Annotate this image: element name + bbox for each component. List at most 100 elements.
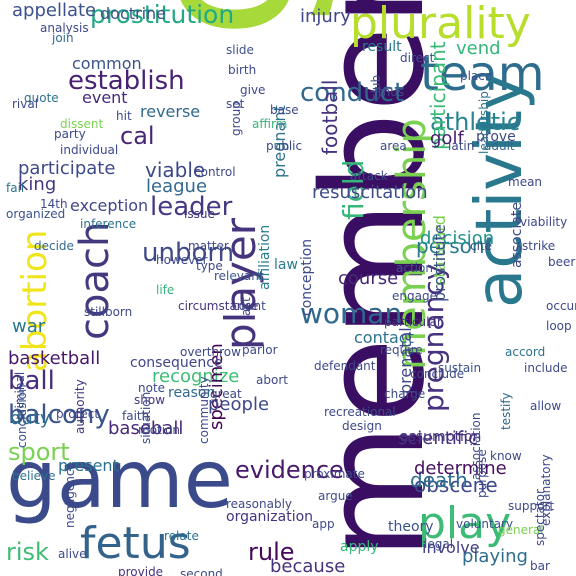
word-theory: theory (388, 519, 434, 535)
word-second: second (180, 567, 223, 576)
word-exception: exception (70, 196, 149, 215)
word-hit: hit (116, 109, 132, 123)
word-base: base (270, 103, 299, 117)
word-require: require (380, 343, 423, 357)
word-contact: contact (354, 328, 414, 347)
word-result: result (362, 39, 402, 55)
word-associate: associate (509, 201, 525, 268)
word-reverse: reverse (140, 102, 201, 121)
word-design: design (342, 419, 382, 433)
word-league: league (146, 176, 208, 197)
word-public: public (266, 139, 303, 153)
word-engage: engage (392, 289, 437, 303)
word-leadership: leadership (477, 91, 491, 154)
word-golf: golf (430, 128, 464, 149)
word-action: action (396, 261, 433, 275)
word-course: course (338, 268, 399, 289)
word-injury: injury (300, 6, 351, 27)
word-bar: bar (530, 559, 550, 573)
word-assumption: assumption (400, 429, 482, 445)
word-purpose: purpose (475, 449, 489, 498)
word-person: person (416, 234, 485, 258)
word-parlor: parlor (242, 343, 278, 357)
word-support: support (508, 499, 555, 513)
word-allow: allow (530, 399, 562, 413)
word-organization: organization (226, 509, 314, 525)
word-beer: beer (548, 255, 576, 269)
word-ball: ball (8, 366, 55, 396)
word-woman: woman (300, 297, 403, 330)
word-spectator: spectator (533, 489, 547, 546)
word-involve: involve (422, 538, 480, 557)
word-decide: decide (34, 239, 74, 253)
word-event: event (82, 88, 128, 107)
word-fail: fail (6, 181, 25, 195)
word-note: note (138, 381, 166, 395)
word-set: set (226, 97, 245, 111)
word-party: party (54, 127, 86, 141)
word-playing: playing (462, 546, 528, 567)
word-sport: sport (8, 438, 70, 466)
word-conduct: conduct (300, 78, 405, 108)
word-mean: mean (508, 175, 543, 189)
word-risk: risk (6, 538, 49, 566)
word-plurality: plurality (350, 0, 531, 49)
word-know: know (490, 449, 522, 463)
word-present: present (58, 456, 119, 475)
word-rule: rule (248, 538, 295, 566)
word-attack: attack (350, 169, 388, 183)
word-sustain: sustain (438, 361, 482, 375)
word-14th: 14th (40, 197, 68, 211)
word-team: team (420, 46, 545, 102)
word-overthrow: overthrow (180, 345, 241, 359)
word-individual: individual (60, 143, 119, 157)
word-death: death (410, 468, 468, 492)
word-vend: vend (456, 38, 501, 59)
word-include: include (524, 361, 568, 375)
word-conclusion: conclusion (15, 384, 29, 448)
word-faith: faith (122, 409, 150, 423)
word-people: people (208, 394, 270, 415)
word-resuscitation: resuscitation (312, 182, 428, 203)
word-app: app (312, 517, 335, 531)
word-decision: decision (420, 228, 495, 249)
word-coach: coach (72, 221, 118, 340)
word-provide: provide (118, 565, 164, 576)
word-because: because (270, 556, 346, 576)
word-war: war (12, 316, 46, 337)
word-testify: testify (499, 392, 513, 431)
word-latin: latin (448, 139, 475, 153)
word-appellate: appellate (12, 0, 97, 21)
word-authority: authority (73, 379, 87, 434)
word-apply: apply (340, 539, 379, 555)
word-common: common (72, 54, 142, 73)
word-birth: birth (228, 63, 257, 77)
word-group: group (229, 101, 243, 136)
word-issue: issue (184, 207, 215, 221)
word-prove: prove (476, 129, 516, 145)
word-determine: determine (414, 458, 507, 479)
word-king: king (18, 174, 57, 195)
word-community: community (197, 376, 211, 444)
word-negligence: negligence (63, 462, 77, 528)
word-balcony: balcony (8, 400, 110, 430)
word-count: count (232, 299, 266, 313)
word-evidence: evidence (235, 456, 344, 484)
word-analysis: analysis (40, 21, 89, 35)
word-show: show (134, 393, 166, 407)
word-defendant: defendant (314, 359, 376, 373)
word-organized: organized (6, 207, 66, 221)
word-duty: duty (10, 408, 51, 429)
word-control: control (194, 165, 236, 179)
word-relate: relate (164, 529, 199, 543)
word-motion: motion (138, 423, 181, 437)
word-baseball: baseball (108, 418, 184, 439)
word-area: area (380, 139, 407, 153)
word-inference: inference (80, 217, 137, 231)
word-charge: charge (384, 387, 426, 401)
word-law: law (274, 257, 298, 273)
word-great: great (210, 387, 242, 401)
word-particular: particular (384, 315, 442, 329)
word-consequence: consequence (130, 355, 223, 371)
